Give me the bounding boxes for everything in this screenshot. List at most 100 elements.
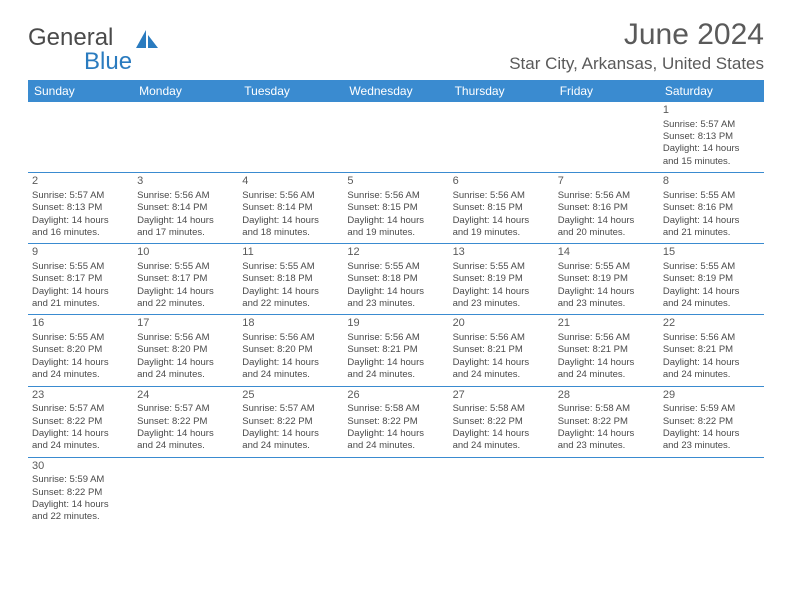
day-number: 8 [663,175,760,189]
day-cell: 17Sunrise: 5:56 AMSunset: 8:20 PMDayligh… [133,315,238,385]
day-info-dl2: and 24 minutes. [347,440,444,452]
day-info-ss: Sunset: 8:22 PM [663,416,760,428]
day-info-ss: Sunset: 8:22 PM [32,487,129,499]
day-info-sr: Sunrise: 5:56 AM [242,190,339,202]
day-info-ss: Sunset: 8:22 PM [137,416,234,428]
day-cell [554,458,659,528]
day-cell: 7Sunrise: 5:56 AMSunset: 8:16 PMDaylight… [554,173,659,243]
week-row: 2Sunrise: 5:57 AMSunset: 8:13 PMDaylight… [28,173,764,244]
day-number: 5 [347,175,444,189]
day-cell [449,102,554,172]
day-info-ss: Sunset: 8:22 PM [558,416,655,428]
day-info-ss: Sunset: 8:21 PM [453,344,550,356]
day-info-sr: Sunrise: 5:56 AM [558,332,655,344]
day-number: 17 [137,317,234,331]
day-cell [238,458,343,528]
day-info-dl2: and 17 minutes. [137,227,234,239]
day-info-dl1: Daylight: 14 hours [558,357,655,369]
day-cell [133,102,238,172]
day-info-dl2: and 24 minutes. [32,440,129,452]
month-title: June 2024 [509,18,764,52]
day-info-sr: Sunrise: 5:57 AM [137,403,234,415]
day-info-ss: Sunset: 8:20 PM [242,344,339,356]
day-info-sr: Sunrise: 5:56 AM [453,332,550,344]
day-cell: 15Sunrise: 5:55 AMSunset: 8:19 PMDayligh… [659,244,764,314]
day-cell: 5Sunrise: 5:56 AMSunset: 8:15 PMDaylight… [343,173,448,243]
day-info-dl2: and 24 minutes. [242,440,339,452]
day-info-sr: Sunrise: 5:55 AM [663,190,760,202]
title-block: June 2024 Star City, Arkansas, United St… [509,18,764,74]
day-info-dl1: Daylight: 14 hours [32,428,129,440]
day-info-ss: Sunset: 8:15 PM [453,202,550,214]
day-info-dl2: and 24 minutes. [558,369,655,381]
day-info-ss: Sunset: 8:19 PM [453,273,550,285]
day-info-ss: Sunset: 8:13 PM [663,131,760,143]
day-cell: 14Sunrise: 5:55 AMSunset: 8:19 PMDayligh… [554,244,659,314]
day-cell [554,102,659,172]
day-info-dl1: Daylight: 14 hours [137,286,234,298]
day-info-sr: Sunrise: 5:58 AM [347,403,444,415]
day-info-dl1: Daylight: 14 hours [663,357,760,369]
day-info-ss: Sunset: 8:21 PM [663,344,760,356]
day-info-ss: Sunset: 8:18 PM [347,273,444,285]
logo-sail-icon [134,28,160,55]
day-info-ss: Sunset: 8:15 PM [347,202,444,214]
day-number: 2 [32,175,129,189]
logo: General Blue [28,18,160,74]
day-info-ss: Sunset: 8:16 PM [663,202,760,214]
day-number: 22 [663,317,760,331]
day-number: 1 [663,104,760,118]
day-info-dl1: Daylight: 14 hours [558,215,655,227]
day-info-dl1: Daylight: 14 hours [32,215,129,227]
day-cell: 22Sunrise: 5:56 AMSunset: 8:21 PMDayligh… [659,315,764,385]
day-info-sr: Sunrise: 5:55 AM [558,261,655,273]
day-info-dl1: Daylight: 14 hours [347,215,444,227]
day-info-dl1: Daylight: 14 hours [242,357,339,369]
day-info-dl1: Daylight: 14 hours [663,143,760,155]
day-info-dl2: and 16 minutes. [32,227,129,239]
day-cell [28,102,133,172]
day-info-dl1: Daylight: 14 hours [32,286,129,298]
day-info-dl1: Daylight: 14 hours [347,428,444,440]
day-cell: 29Sunrise: 5:59 AMSunset: 8:22 PMDayligh… [659,387,764,457]
day-info-dl1: Daylight: 14 hours [242,215,339,227]
day-cell [343,458,448,528]
day-info-sr: Sunrise: 5:56 AM [347,190,444,202]
day-info-dl2: and 23 minutes. [558,298,655,310]
day-number: 15 [663,246,760,260]
day-number: 11 [242,246,339,260]
header: General Blue June 2024 Star City, Arkans… [28,18,764,74]
weekday-thu: Thursday [449,80,554,102]
day-info-dl1: Daylight: 14 hours [558,286,655,298]
day-number: 13 [453,246,550,260]
day-info-sr: Sunrise: 5:56 AM [558,190,655,202]
day-number: 26 [347,389,444,403]
day-number: 23 [32,389,129,403]
day-info-dl1: Daylight: 14 hours [347,357,444,369]
day-info-ss: Sunset: 8:22 PM [453,416,550,428]
day-cell: 13Sunrise: 5:55 AMSunset: 8:19 PMDayligh… [449,244,554,314]
day-info-dl2: and 18 minutes. [242,227,339,239]
weekday-sun: Sunday [28,80,133,102]
day-info-dl1: Daylight: 14 hours [453,215,550,227]
day-number: 10 [137,246,234,260]
logo-general: General [28,24,113,51]
day-info-ss: Sunset: 8:17 PM [32,273,129,285]
day-cell: 4Sunrise: 5:56 AMSunset: 8:14 PMDaylight… [238,173,343,243]
day-info-dl1: Daylight: 14 hours [453,428,550,440]
day-cell [449,458,554,528]
day-info-dl2: and 21 minutes. [32,298,129,310]
day-info-dl2: and 24 minutes. [137,440,234,452]
weekday-sat: Saturday [659,80,764,102]
day-info-dl2: and 23 minutes. [558,440,655,452]
day-cell [659,458,764,528]
day-info-dl1: Daylight: 14 hours [663,428,760,440]
day-info-sr: Sunrise: 5:58 AM [558,403,655,415]
day-cell: 20Sunrise: 5:56 AMSunset: 8:21 PMDayligh… [449,315,554,385]
day-info-dl2: and 23 minutes. [453,298,550,310]
day-info-sr: Sunrise: 5:55 AM [453,261,550,273]
day-info-sr: Sunrise: 5:55 AM [242,261,339,273]
day-cell: 27Sunrise: 5:58 AMSunset: 8:22 PMDayligh… [449,387,554,457]
day-info-sr: Sunrise: 5:55 AM [32,332,129,344]
week-row: 9Sunrise: 5:55 AMSunset: 8:17 PMDaylight… [28,244,764,315]
